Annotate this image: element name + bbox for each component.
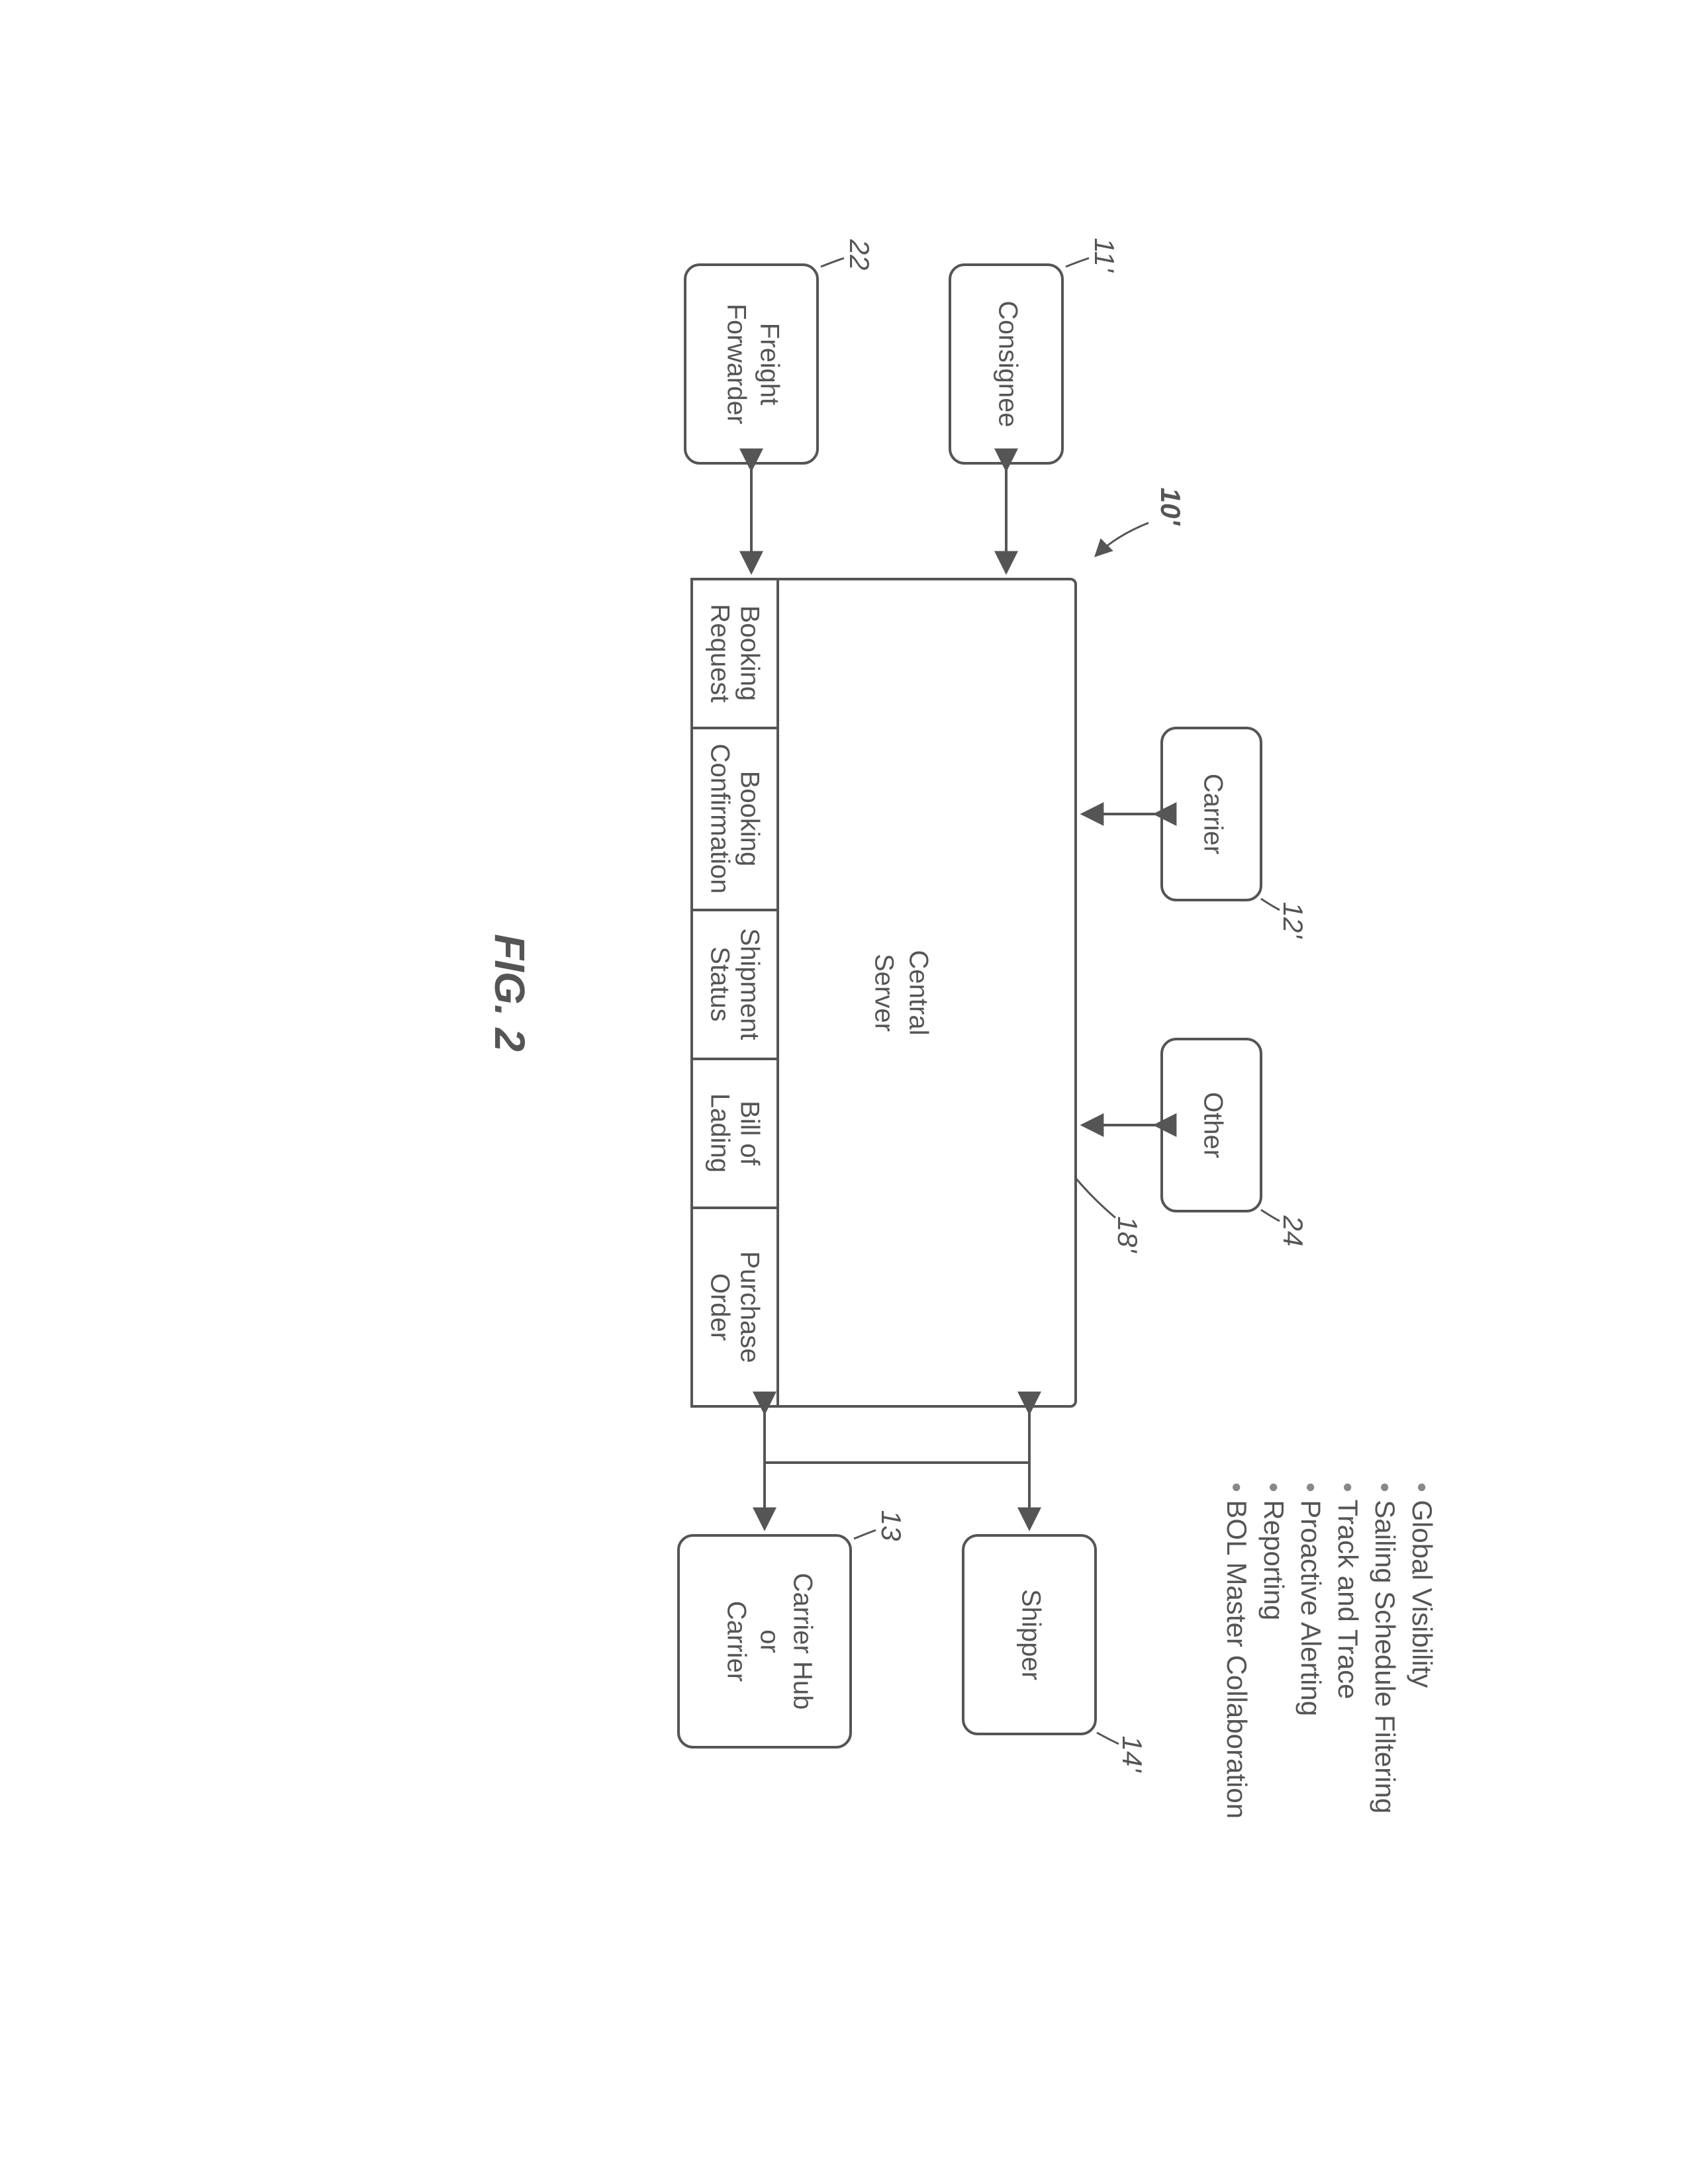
svg-text:• BOL Master Collaboration: • BOL Master Collaboration: [1221, 1482, 1252, 1819]
bullet-2: Sailing Schedule Filtering: [1370, 1500, 1401, 1813]
shipper-ref: 14': [1117, 1736, 1148, 1774]
bullet-5: Reporting: [1258, 1500, 1289, 1620]
other-ref: 24: [1278, 1215, 1309, 1247]
central-label-1: Central: [904, 950, 933, 1036]
bullet-4: Proactive Alerting: [1295, 1500, 1327, 1716]
bullet-6: BOL Master Collaboration: [1221, 1500, 1252, 1819]
central-server-node: Central Server Booking Request Booking C…: [692, 579, 1143, 1406]
cell5-l1: Purchase: [735, 1251, 764, 1363]
diagram-svg: • Global Visibility • Sailing Schedule F…: [149, 165, 1539, 2019]
carrier-ref: 12': [1278, 902, 1309, 940]
carrier-hub-node: Carrier Hub or Carrier 13: [679, 1510, 907, 1747]
other-label: Other: [1198, 1092, 1227, 1158]
consignee-node: Consignee 11': [950, 238, 1120, 463]
page: • Global Visibility • Sailing Schedule F…: [0, 0, 1688, 2184]
carrierhub-l2: or: [755, 1629, 784, 1653]
freight-forwarder-node: Freight Forwarder 22: [685, 239, 875, 463]
svg-text:• Global Visibility: • Global Visibility: [1407, 1482, 1438, 1688]
bullet-3: Track and Trace: [1333, 1500, 1364, 1700]
cell1-l2: Request: [705, 604, 734, 703]
other-node: Other 24: [1162, 1039, 1309, 1246]
diagram-rotation-wrap: • Global Visibility • Sailing Schedule F…: [149, 165, 1539, 2019]
cell3-l2: Status: [705, 946, 734, 1021]
cell4-l2: Lading: [705, 1093, 734, 1173]
svg-text:• Track and Trace: • Track and Trace: [1333, 1482, 1364, 1700]
central-ref: 18': [1112, 1216, 1143, 1254]
svg-text:• Proactive Alerting: • Proactive Alerting: [1295, 1482, 1327, 1716]
figure-caption: FIG. 2: [486, 934, 534, 1052]
consignee-label: Consignee: [993, 300, 1022, 427]
carrierhub-ref: 13: [876, 1510, 907, 1541]
cell2-l1: Booking: [735, 771, 764, 867]
shipper-label: Shipper: [1016, 1589, 1045, 1680]
consignee-ref: 11': [1089, 238, 1120, 273]
cell1-l1: Booking: [735, 606, 764, 702]
shipper-node: Shipper 14': [963, 1535, 1148, 1773]
central-label-2: Server: [869, 954, 898, 1032]
cell3-l1: Shipment: [735, 929, 764, 1040]
cell5-l2: Order: [705, 1273, 734, 1341]
carrierhub-l3: Carrier: [722, 1601, 751, 1682]
carrier-label: Carrier: [1198, 774, 1227, 854]
feature-bullets: • Global Visibility • Sailing Schedule F…: [1221, 1482, 1438, 1819]
cell4-l1: Bill of: [735, 1101, 764, 1166]
svg-text:• Reporting: • Reporting: [1258, 1482, 1289, 1621]
carrier-node: Carrier 12': [1162, 728, 1309, 939]
svg-text:• Sailing Schedule Filtering: • Sailing Schedule Filtering: [1370, 1482, 1401, 1813]
system-ref: 10': [1096, 488, 1186, 556]
freight-l2: Forwarder: [722, 304, 751, 424]
freight-ref: 22: [844, 239, 875, 271]
freight-l1: Freight: [755, 323, 784, 406]
bullet-1: Global Visibility: [1407, 1500, 1438, 1688]
system-ref-label: 10': [1155, 488, 1186, 527]
carrierhub-l1: Carrier Hub: [788, 1573, 817, 1710]
cell2-l2: Confirmation: [705, 744, 734, 894]
